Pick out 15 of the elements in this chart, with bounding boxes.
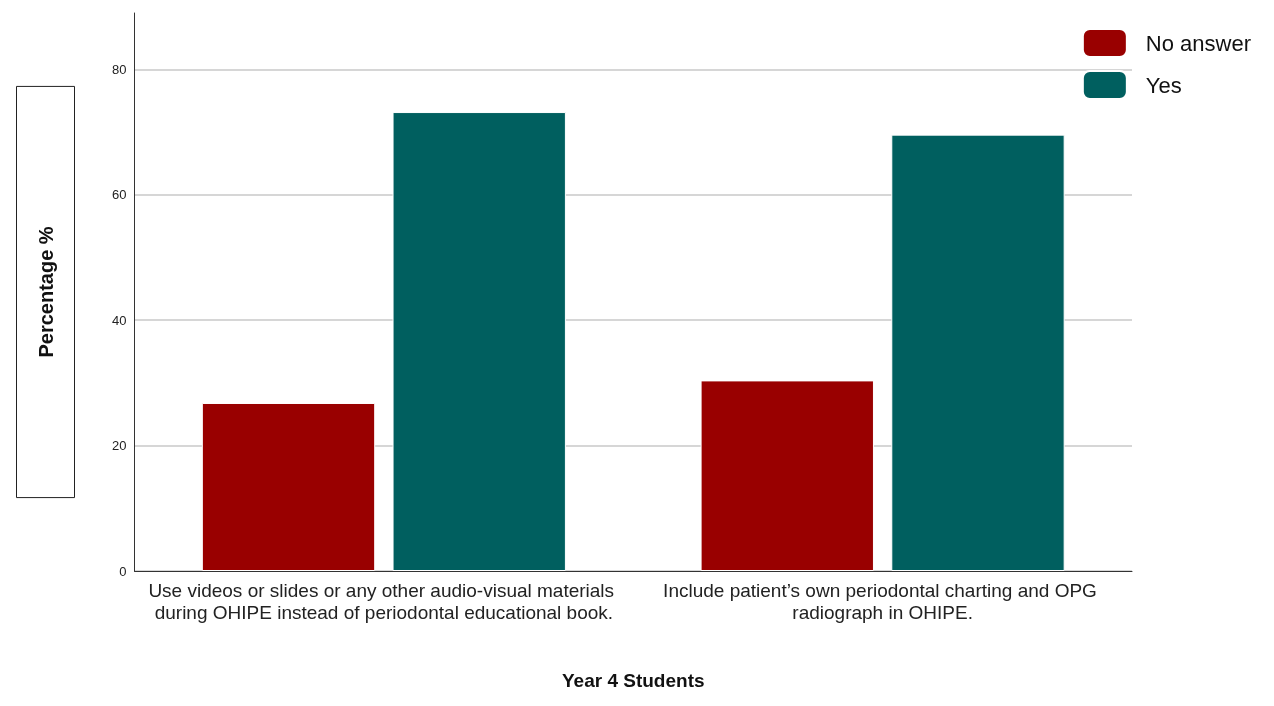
y-tick-label: 40: [112, 312, 127, 328]
y-tick-label: 60: [112, 187, 127, 203]
legend-label: No answer: [1145, 30, 1251, 56]
y-tick-label: 80: [112, 61, 127, 77]
x-axis-title: Year 4 Students: [561, 670, 705, 691]
bar: [392, 112, 566, 571]
y-axis-title: Percentage %: [34, 226, 57, 358]
bar: [891, 134, 1065, 571]
y-tick-label: 0: [119, 563, 127, 579]
bar: [700, 380, 874, 571]
x-tick-label: Use videos or slides or any other audio-visual materials during OHIPE instead of periodontal educational book.: [148, 579, 620, 623]
y-tick-label: 20: [112, 438, 127, 454]
legend-label: Yes: [1145, 72, 1182, 98]
bar: [201, 402, 376, 571]
x-tick-label: Include patient’s own periodontal charting and OPG radiograph in OHIPE.: [663, 579, 1103, 623]
